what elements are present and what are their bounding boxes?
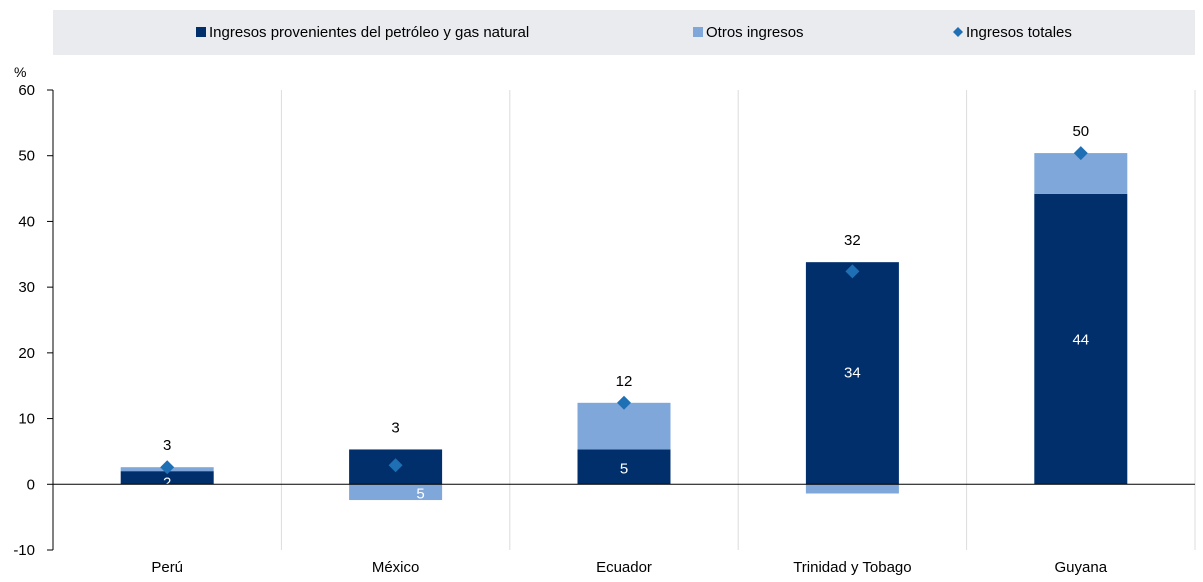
y-tick-label: 40: [18, 213, 35, 230]
bar-value-label: 34: [844, 365, 861, 382]
legend-label: Otros ingresos: [706, 24, 804, 41]
legend-background: [53, 10, 1195, 55]
bar-value-label: 5: [620, 461, 628, 478]
y-tick-label: 0: [27, 476, 35, 493]
bars: [120, 153, 1128, 501]
bar: [577, 402, 671, 450]
x-axis: Perú México Ecuador Trinidad y Tobago Guyana: [53, 483, 1195, 576]
total-value-label: 3: [391, 419, 399, 436]
bar-value-label: 5: [416, 485, 424, 502]
bar-value-label: 2: [163, 474, 171, 491]
y-tick-label: 20: [18, 345, 35, 362]
bar: [120, 471, 214, 485]
x-tick-label: Guyana: [1055, 559, 1108, 576]
y-tick-label: 60: [18, 82, 35, 99]
bar: [577, 449, 671, 485]
bar: [805, 262, 899, 485]
legend-swatch: [196, 27, 206, 37]
gridlines: [280, 90, 1196, 550]
bar: [1034, 193, 1128, 485]
y-axis: -10 0 10 20 30 40 50 60: [13, 82, 54, 559]
legend: Ingresos provenientes del petróleo y gas…: [196, 24, 1072, 41]
x-tick-label: Ecuador: [596, 559, 652, 576]
y-tick-label: -10: [13, 542, 35, 559]
y-axis-unit-label: %: [14, 64, 26, 80]
total-value-label: 32: [844, 232, 861, 249]
total-marker: [617, 395, 631, 410]
total-value-label: 12: [616, 373, 633, 390]
bar: [805, 484, 899, 494]
total-value-label: 50: [1072, 123, 1089, 140]
data-labels: 2 5 5 34 44 3 3 12 32 50: [163, 123, 1089, 502]
legend-swatch: [693, 27, 703, 37]
x-tick-label: Trinidad y Tobago: [793, 559, 911, 576]
y-tick-label: 10: [18, 411, 35, 428]
total-marker: [160, 460, 175, 475]
markers: [160, 146, 1088, 475]
x-tick-label: Perú: [151, 559, 183, 576]
legend-label: Ingresos provenientes del petróleo y gas…: [209, 24, 529, 41]
bar-value-label: 44: [1072, 332, 1089, 349]
total-marker: [388, 458, 403, 473]
bar: [349, 484, 443, 501]
total-value-label: 3: [163, 437, 171, 454]
x-tick-label: México: [372, 559, 420, 576]
y-tick-label: 30: [18, 279, 35, 296]
legend-swatch: [953, 27, 963, 37]
legend-label: Ingresos totales: [966, 24, 1072, 41]
total-marker: [845, 264, 860, 279]
total-marker: [1073, 146, 1088, 161]
y-tick-label: 50: [18, 148, 35, 165]
